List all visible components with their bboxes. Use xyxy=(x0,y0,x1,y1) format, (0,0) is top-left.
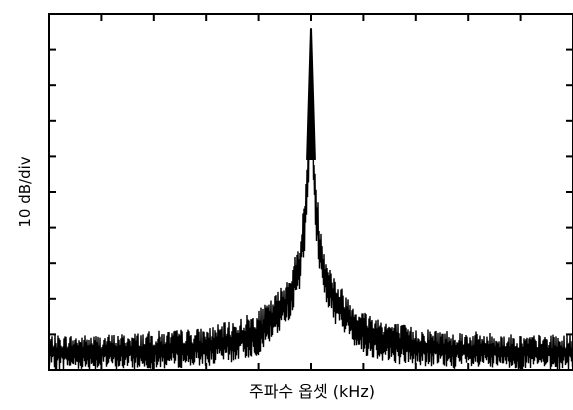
series-group xyxy=(48,28,573,371)
x-axis-label: 주파수 옵셋 (kHz) xyxy=(249,382,375,401)
plot-area xyxy=(48,13,573,371)
series-peak-0 xyxy=(306,28,316,160)
y-axis-label: 10 dB/div xyxy=(16,156,34,227)
